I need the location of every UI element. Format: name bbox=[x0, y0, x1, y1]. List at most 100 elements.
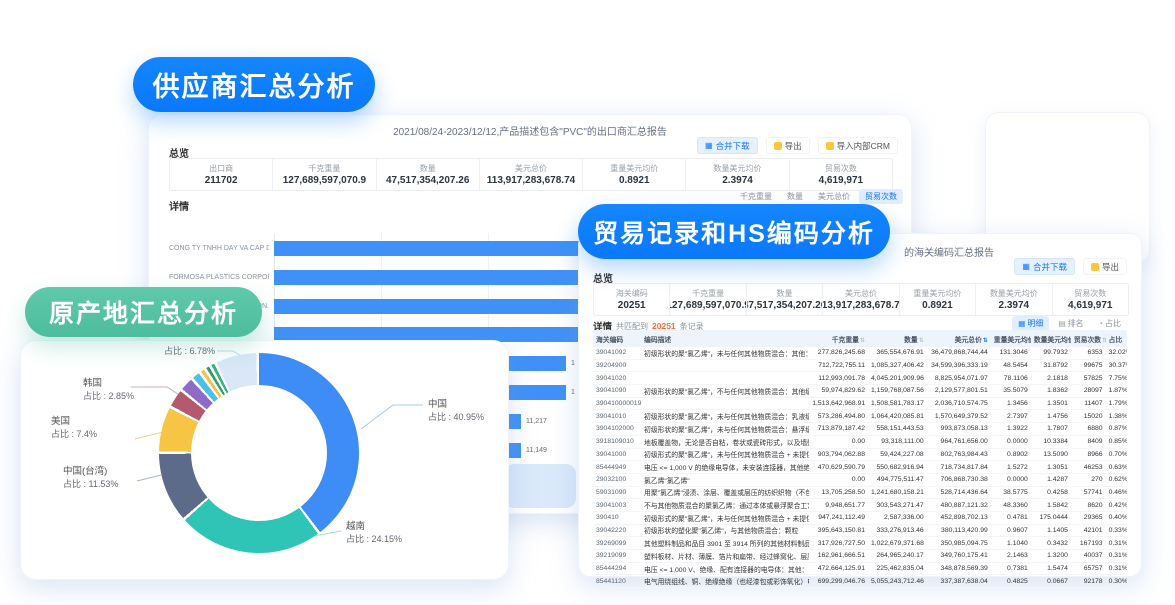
column-header: 编码描述 bbox=[644, 336, 672, 344]
table-cell: 964,761,656.00 bbox=[940, 438, 988, 446]
overview-stats-bar: 出口商 211702 千克重量 127,689,597,070.9 数量 47,517,3… bbox=[169, 158, 893, 191]
sort-icon[interactable]: ⇅ bbox=[918, 337, 924, 344]
stat-cell: 千克重量 127,689,597,070.9 bbox=[273, 159, 377, 190]
tab-排名[interactable]: ▤ 排名 bbox=[1052, 316, 1089, 331]
stat-cell: 贸易次数 4,619,971 bbox=[790, 159, 892, 190]
table-cell: 0.87% bbox=[1108, 425, 1127, 433]
table-row[interactable]: 85444949 电压 <= 1,000 V 的绝缘电导体，未安装连接器，其他绝缘… bbox=[593, 461, 1127, 474]
donut-label-china: 中国 占比 : 40.95% bbox=[428, 399, 485, 422]
table-cell: 初级形状的聚"氯乙烯"，不与任何其他物质混合：其他级（氯乙烯）... bbox=[644, 388, 810, 396]
table-row[interactable]: 3904102000 初级形状的聚"氯乙烯"，未与任何其他物质混合：悬浮级 PVC… bbox=[593, 423, 1127, 436]
table-cell: 0.8902 bbox=[1007, 450, 1028, 458]
table-row[interactable]: 39041000 初级形式的聚"氯乙烯"，未与任何其他物质混合 + 未提供评级标签… bbox=[593, 449, 1127, 462]
table-row[interactable]: 39204900 712,722,755.11 1,085,327,406.42 34… bbox=[593, 360, 1127, 373]
sort-icon[interactable]: ⇅ bbox=[1102, 337, 1106, 344]
stat-label: 出口商 bbox=[209, 164, 234, 173]
table-cell: 1.1040 bbox=[1007, 539, 1028, 547]
stat-value: 47,517,354,207.26 bbox=[746, 300, 824, 311]
tab-千克重量[interactable]: 千克重量 bbox=[734, 189, 778, 204]
table-cell: 11407 bbox=[1084, 400, 1103, 408]
table-row[interactable]: 390410 初级形式的聚"氯乙烯"，未与任何其他物质混合 + 未提供评级标签 +… bbox=[593, 512, 1127, 525]
column-header: 海关编码 bbox=[596, 336, 624, 344]
table-row[interactable]: 39041003 不与其他物质混合的聚氯乙烯：通过本体或悬浮聚合工艺获得的聚氯乙.… bbox=[593, 499, 1127, 512]
table-row[interactable]: 59031090 用聚"氯乙烯"浸渍、涂层、覆盖或层压的纺织织物（不包括用聚"氯乙… bbox=[593, 487, 1127, 500]
table-cell: 480,887,121.32 bbox=[940, 501, 988, 509]
table-cell: 712,722,755.11 bbox=[818, 362, 865, 370]
export-button[interactable]: 导出 bbox=[765, 137, 810, 154]
stat-value: 0.8921 bbox=[922, 300, 953, 311]
export-button[interactable]: 导出 bbox=[1082, 258, 1127, 275]
table-cell: 4,045,201,909.96 bbox=[870, 374, 924, 382]
donut-label-usa: 美国 占比 : 7.4% bbox=[51, 416, 98, 439]
tab-贸易次数[interactable]: 贸易次数 bbox=[859, 189, 903, 204]
table-cell: 1.4287 bbox=[1047, 476, 1068, 484]
table-cell: 550,682,916.94 bbox=[876, 463, 924, 471]
stat-label: 数量美元均价 bbox=[989, 289, 1038, 298]
detail-section-label: 详情 bbox=[169, 202, 189, 213]
table-cell: 57741 bbox=[1083, 488, 1103, 496]
sort-icon[interactable]: ⇅ bbox=[859, 337, 865, 344]
stat-cell: 重量美元均价 0.8921 bbox=[900, 284, 977, 315]
table-row[interactable]: 3918109010 地板覆盖物，无论是否自粘，卷状或瓷砖形式，以及墙壁或天花板覆… bbox=[593, 436, 1127, 449]
table-cell: 78.1106 bbox=[1003, 374, 1028, 382]
table-cell: 0.31% bbox=[1108, 552, 1127, 560]
import-crm-button[interactable]: 导入内部CRM bbox=[817, 137, 898, 154]
tab-数量[interactable]: 数量 bbox=[781, 189, 809, 204]
tab-label: 千克重量 bbox=[740, 192, 772, 201]
tab-占比[interactable]: ◔ 占比 bbox=[1092, 316, 1127, 331]
tab-美元总价[interactable]: 美元总价 bbox=[812, 189, 856, 204]
table-row[interactable]: 85441120 电气用绕组线、铜、绝缘绝缘（也经漆包或彩饰氧化）电线、电缆（包.… bbox=[593, 575, 1127, 589]
table-row[interactable]: 39269099 其他塑料制品和品目 3901 至 3914 所列的其他材料制品（… bbox=[593, 537, 1127, 550]
table-cell: 氯乙烯"氯乙烯" bbox=[644, 477, 690, 485]
table-cell: 1.3051 bbox=[1047, 463, 1068, 471]
table-row[interactable]: 39041010 初级形状的聚"氯乙烯"，未与任何其他物质混合：乳液级 PVC 树… bbox=[593, 410, 1127, 424]
table-cell: 1,241,680,158.21 bbox=[870, 488, 924, 496]
table-cell: 0.9607 bbox=[1007, 526, 1028, 534]
donut-label-other: 占比 : 6.78% bbox=[164, 346, 216, 356]
table-cell: 85444949 bbox=[596, 463, 627, 471]
table-header-row: 海关编码 编码描述 千克重量⇅ 数量⇅ 美元总价⇅ 重量美元均价 数量美元均价 贸易次数⇅ 占比 bbox=[593, 330, 1127, 347]
pie-ratio-icon: ◔ bbox=[1098, 318, 1103, 328]
stat-cell: 美元总价 113,917,283,678.74 bbox=[823, 284, 900, 315]
hs-code-table: 海关编码 编码描述 千克重量⇅ 数量⇅ 美元总价⇅ 重量美元均价 数量美元均价 贸易次数⇅ 占比… bbox=[593, 330, 1127, 589]
column-header[interactable]: 千克重量⇅ bbox=[831, 336, 865, 344]
table-cell: 31.8792 bbox=[1043, 362, 1068, 370]
column-header[interactable]: 美元总价⇅ bbox=[954, 336, 988, 344]
table-row[interactable]: 39041020 112,993,091.78 4,045,201,909.96 8,… bbox=[593, 372, 1127, 386]
table-cell: 13,705,258.50 bbox=[821, 488, 865, 496]
export-icon bbox=[1090, 262, 1099, 271]
table-cell: 718,734,817.84 bbox=[940, 463, 988, 471]
bar-value-label: 1 bbox=[571, 360, 575, 368]
stat-value: 127,689,597,070.9 bbox=[670, 300, 747, 311]
table-row[interactable]: 39042220 初级形状的塑化聚"氯乙烯"，与其他物质混合：颗粒 395,643,… bbox=[593, 525, 1127, 538]
view-tabs: ▦ 明细 ▤ 排名 ◔ 占比 bbox=[1012, 316, 1127, 331]
stat-cell: 数量 47,517,354,207.26 bbox=[377, 159, 480, 190]
table-cell: 39219099 bbox=[596, 552, 627, 560]
column-header[interactable]: 数量⇅ bbox=[904, 336, 924, 344]
table-cell: 699,299,046.76 bbox=[817, 577, 865, 585]
table-row[interactable]: 390410000019 1,513,642,968.91 1,508,581,78… bbox=[593, 398, 1127, 411]
table-row[interactable]: 29032100 氯乙烯"氯乙烯" 0.00 494,775,511.47 706,86… bbox=[593, 474, 1127, 487]
detail-label: 详情 bbox=[593, 322, 613, 333]
tab-label: 美元总价 bbox=[818, 192, 850, 201]
table-cell: 8,825,954,071.97 bbox=[934, 374, 988, 382]
sort-icon[interactable]: ⇅ bbox=[982, 337, 988, 344]
table-cell: 初级形式的聚"氯乙烯"，未与任何其他物质混合 + 未提供评级标签 + bbox=[644, 452, 809, 460]
table-cell: 5,055,243,712.46 bbox=[870, 577, 924, 585]
donut-label-vietnam: 越南 占比 : 24.15% bbox=[346, 521, 403, 544]
tab-明细[interactable]: ▦ 明细 bbox=[1012, 316, 1050, 331]
supplier-analysis-badge: 供应商汇总分析 bbox=[133, 57, 375, 112]
merge-download-button[interactable]: ▦ 合并下载 bbox=[1014, 258, 1075, 275]
table-row[interactable]: 39041090 初级形状的聚"氯乙烯"，不与任何其他物质混合：其他级（氯乙烯）.… bbox=[593, 385, 1127, 398]
merge-download-button[interactable]: ▦ 合并下载 bbox=[697, 137, 758, 154]
stat-cell: 数量美元均价 2.3974 bbox=[686, 159, 790, 190]
table-cell: 不与其他物质混合的聚氯乙烯：通过本体或悬浮聚合工艺获得的聚氯乙... bbox=[644, 503, 810, 511]
table-row[interactable]: 39041092 初级形状的聚"氯乙烯"，未与任何其他物质混合：其他：粉末 277,… bbox=[593, 347, 1127, 360]
table-cell: 地板覆盖物，无论是否自粘，卷状或瓷砖形式，以及墙壁或天花板覆盖... bbox=[644, 439, 810, 447]
table-cell: 333,276,913.46 bbox=[876, 526, 924, 534]
download-icon: ▦ bbox=[705, 140, 713, 150]
column-header[interactable]: 贸易次数⇅ bbox=[1073, 336, 1106, 344]
stat-cell: 重量美元均价 0.8921 bbox=[583, 159, 687, 190]
table-row[interactable]: 39219099 塑料板材、片材、薄膜、箔片和扁带、经过蜂窝化、层压、支撑或与其他… bbox=[593, 550, 1127, 563]
table-row[interactable]: 85444294 电压 <= 1,000 V、绝缘、配有连接器的电导体：其他：电压… bbox=[593, 563, 1127, 576]
